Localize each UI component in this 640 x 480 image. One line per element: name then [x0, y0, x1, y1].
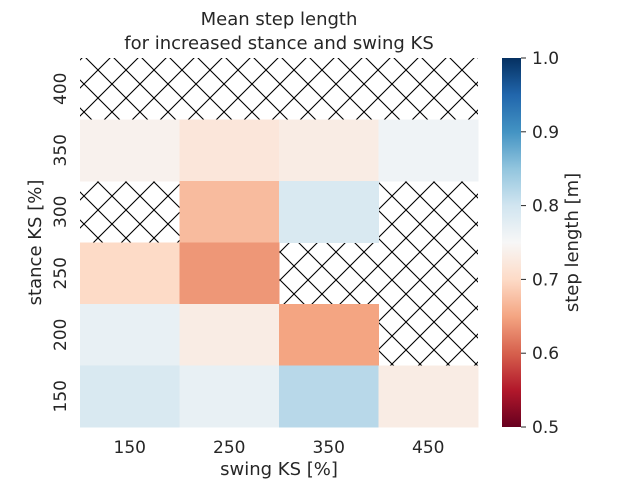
y-tick-label: 350	[51, 134, 71, 166]
heatmap-cell	[179, 304, 280, 366]
y-tick-label: 200	[51, 319, 71, 351]
heatmap-cell	[279, 181, 379, 243]
x-axis-label: swing KS [%]	[220, 459, 338, 480]
heatmap-cell	[179, 242, 280, 305]
heatmap-cell	[80, 304, 180, 366]
heatmap-cell	[279, 365, 379, 428]
colorbar-tick-label: 0.5	[532, 418, 559, 438]
colorbar-tick-label: 1.0	[532, 49, 559, 69]
chart-title-line-2: for increased stance and swing KS	[124, 33, 434, 54]
y-tick-label: 400	[51, 73, 71, 105]
heatmap-cell	[279, 304, 379, 366]
heatmap-cell	[179, 365, 280, 428]
colorbar-tick-label: 0.8	[532, 197, 559, 217]
colorbar	[502, 58, 521, 427]
y-tick-label: 150	[51, 380, 71, 412]
y-axis-label: stance KS [%]	[25, 180, 46, 306]
colorbar-tick-label: 0.9	[532, 123, 559, 143]
chart-title-line-1: Mean step length	[200, 9, 358, 30]
x-tick-label: 150	[114, 438, 146, 458]
x-tick-label: 250	[213, 438, 245, 458]
colorbar-tick-label: 0.6	[532, 344, 559, 364]
heatmap-cell	[179, 181, 280, 243]
heatmap-cell	[378, 365, 479, 428]
heatmap-cell	[378, 119, 479, 182]
colorbar-label: step length [m]	[562, 173, 583, 312]
y-tick-label: 300	[51, 196, 71, 228]
x-tick-label: 350	[313, 438, 345, 458]
heatmap-cell	[80, 365, 180, 428]
colorbar-tick-label: 0.7	[532, 270, 559, 290]
x-tick-label: 450	[412, 438, 444, 458]
heatmap-cell	[80, 119, 180, 182]
y-tick-label: 250	[51, 257, 71, 289]
heatmap-cell	[80, 242, 180, 305]
heatmap-cell	[179, 119, 280, 182]
heatmap-cell	[279, 119, 379, 182]
